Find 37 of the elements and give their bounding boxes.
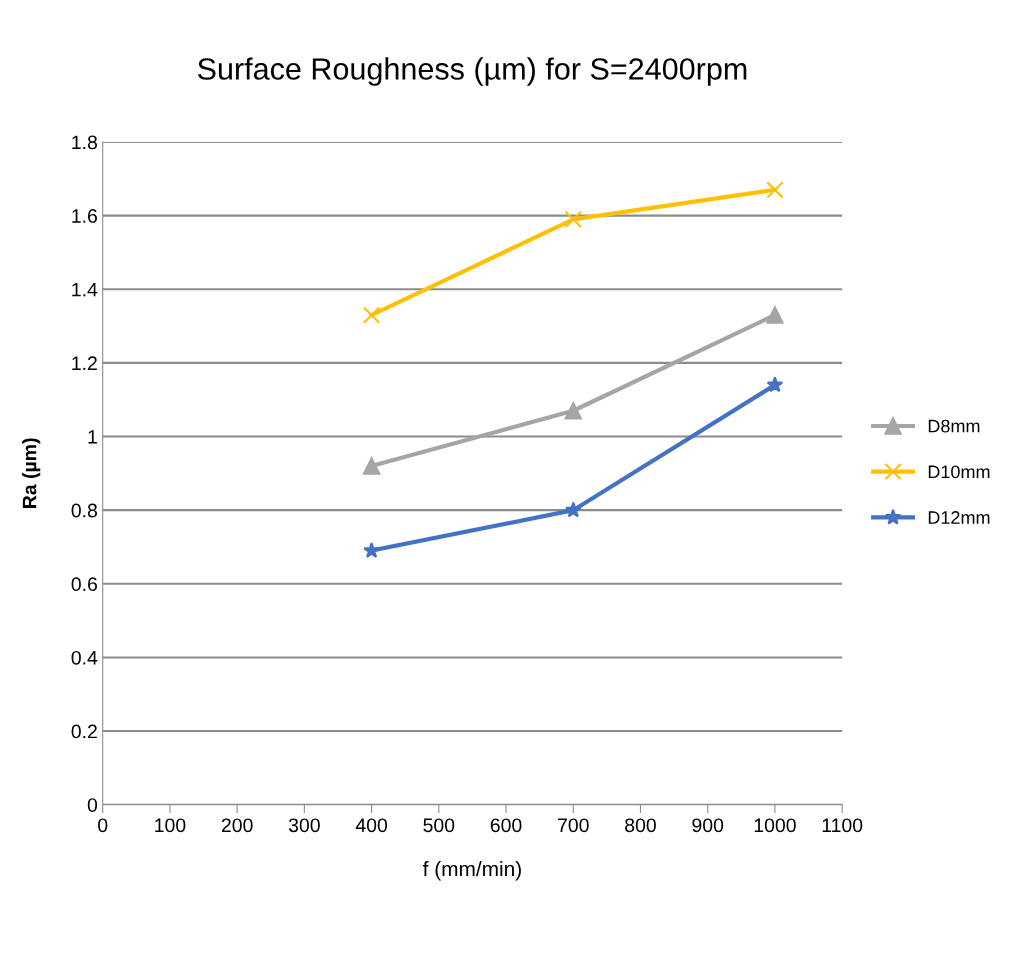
x-tick-label: 1100 [822, 818, 863, 833]
y-tick-label: 1.8 [72, 135, 97, 150]
y-tick-label: 1.6 [72, 209, 97, 223]
y-axis-title: Ra (µm) [22, 438, 41, 508]
x-tick-label: 700 [558, 818, 589, 833]
x-tick-label: 400 [355, 818, 388, 833]
y-tick-label: 1.4 [72, 282, 98, 297]
chart-title: Surface Roughness (µm) for S=2400rpm [197, 57, 747, 86]
x-tick-label: 200 [221, 818, 253, 833]
point [564, 501, 582, 518]
point [564, 210, 582, 228]
x-tick-label: 300 [288, 818, 320, 833]
point [363, 541, 380, 558]
point [564, 402, 582, 420]
x-axis-title: f (mm/min) [422, 861, 521, 881]
point [766, 306, 784, 324]
y-tick-label: 0 [87, 798, 98, 812]
y-tick-label: 0.6 [71, 577, 97, 592]
x-tick-label: 900 [692, 818, 724, 833]
legend-label: D12mm [928, 511, 990, 524]
x-tick-label: 500 [423, 818, 455, 833]
x-tick-label: 1000 [754, 818, 796, 833]
x-tick-label: 100 [155, 818, 186, 833]
legend-label: D8mm [928, 419, 980, 433]
y-tick-label: 1.2 [72, 356, 97, 370]
x-tick-label: 0 [98, 818, 108, 833]
y-tick-label: 0.2 [71, 724, 97, 739]
point [362, 457, 381, 475]
y-tick-label: 0.8 [71, 503, 97, 518]
point [766, 181, 784, 199]
x-tick-label: 600 [490, 818, 522, 833]
x-tick-label: 800 [625, 818, 656, 833]
y-tick-label: 1 [88, 430, 97, 444]
legend-label: D10mm [928, 465, 990, 479]
point [362, 306, 381, 324]
point [766, 376, 784, 393]
y-tick-label: 0.4 [71, 650, 98, 665]
